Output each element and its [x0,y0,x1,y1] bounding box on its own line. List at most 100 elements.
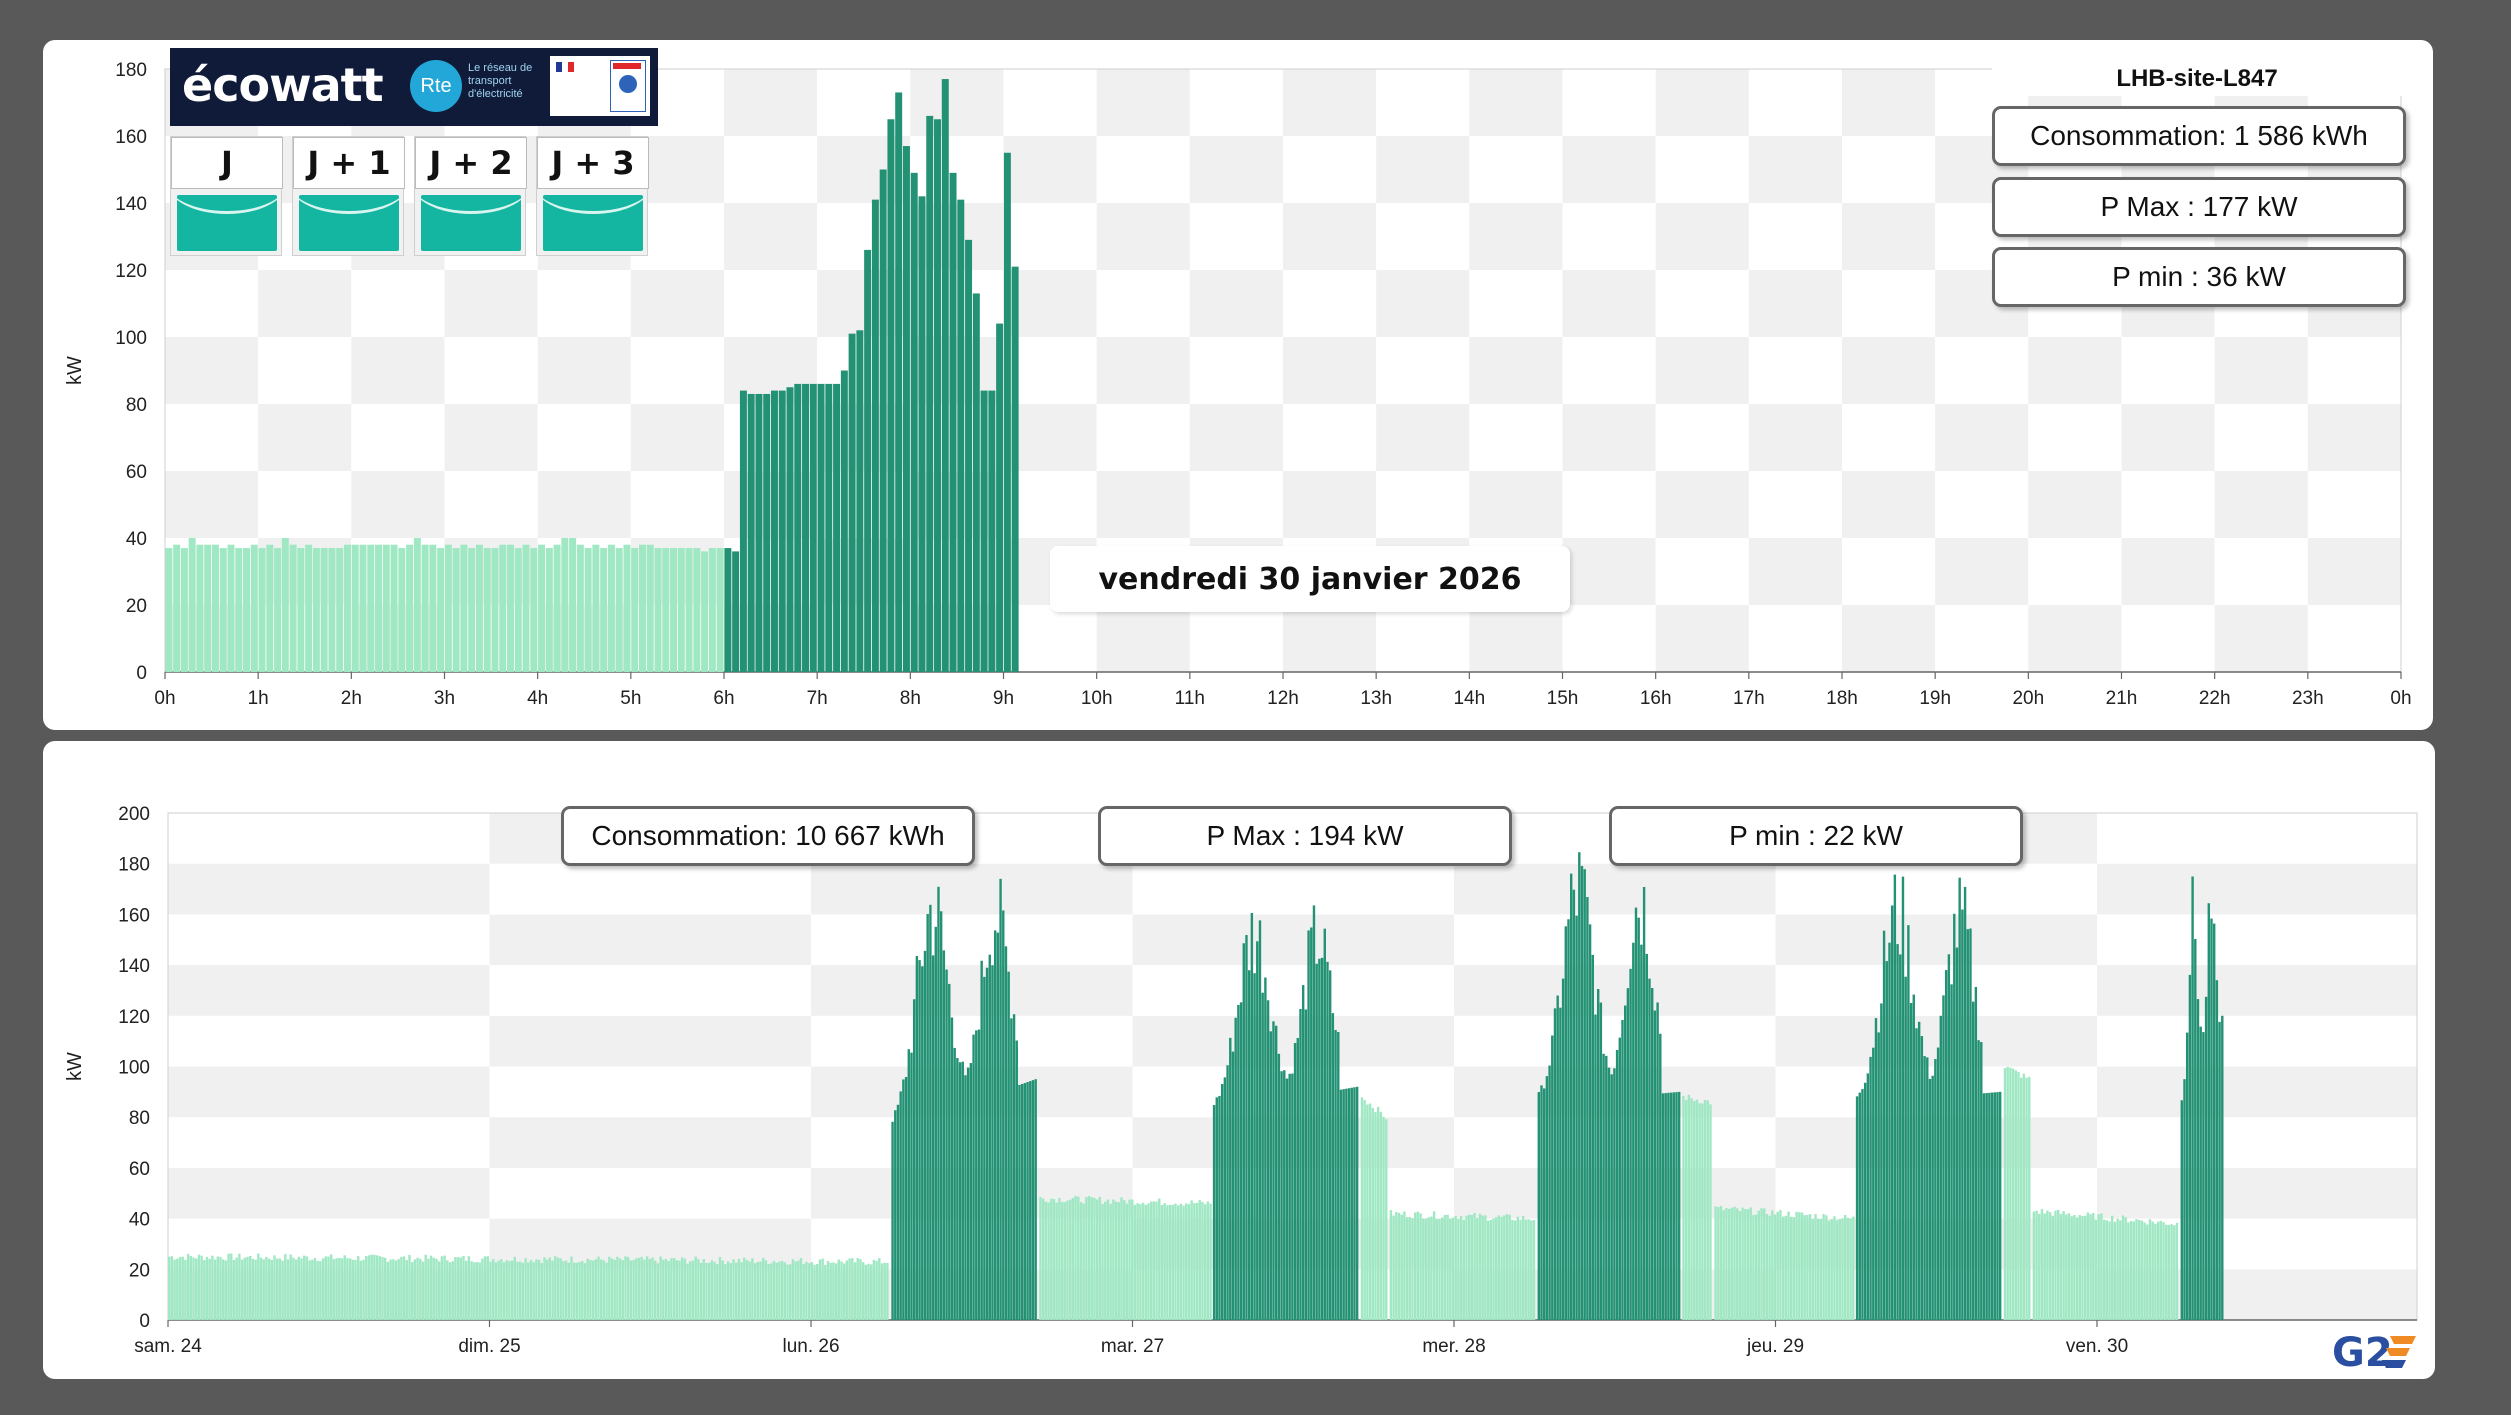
bar [475,544,483,672]
bar [1229,1037,1232,1320]
bar [1817,1218,1820,1320]
bar [1944,970,1948,1320]
bar [1672,1092,1675,1320]
grid-cell [489,1167,811,1219]
bar [791,1259,795,1320]
bar [926,914,929,1320]
bar [895,92,903,672]
bar [2183,1079,2186,1320]
bar [328,548,336,672]
bar [1904,976,1907,1320]
bar [747,393,755,672]
bar [1400,1214,1403,1320]
bar [1653,1010,1657,1320]
bar [1958,877,1961,1320]
bar [931,955,935,1320]
bar [1701,1103,1704,1320]
bar [308,1260,311,1320]
grid-cell [817,538,911,605]
bar [1206,1201,1210,1320]
bar [1784,1215,1788,1320]
bar [1915,1028,1918,1320]
ecowatt-day-j2: J + 2 [414,136,527,256]
bar [384,1257,387,1320]
y-axis-label: kW [64,356,86,385]
bar [1730,1207,1734,1320]
bar [573,1262,576,1320]
bar [794,383,802,672]
bar [1640,944,1643,1320]
bar [879,169,887,672]
grid-cell [817,69,911,136]
bar [1090,1197,1093,1320]
bar [1917,1021,1921,1320]
bar [473,1262,476,1320]
grid-cell [724,203,818,270]
bar [222,1259,225,1320]
bar [1936,1047,1940,1320]
bar [1985,1093,1988,1320]
bar [1190,1200,1193,1320]
bar [910,1052,913,1320]
grid-cell [1562,337,1656,404]
bar [805,1261,808,1320]
grid-cell [2214,605,2308,672]
bar [993,930,997,1320]
bar [492,1258,495,1320]
grid-cell [489,914,811,966]
bar [1328,970,1332,1320]
bar [227,1253,230,1320]
x-tick-label: lun. 26 [782,1336,839,1357]
bar [2073,1215,2076,1320]
bar [942,950,946,1320]
y-tick-label: 140 [115,194,147,215]
grid-cell [168,813,490,864]
grid-cell [2121,605,2215,672]
bar [902,146,910,673]
bar [999,878,1002,1320]
bar [748,1261,751,1320]
bar [802,1264,805,1320]
bar [1101,1203,1104,1320]
bar [192,1257,195,1320]
bar [1060,1202,1064,1320]
grid-cell [1096,69,1190,136]
bar [896,1104,900,1320]
bar [1757,1210,1761,1320]
grid-cell [537,471,631,538]
bar [834,1263,838,1320]
bar [510,1260,514,1320]
bar [1722,1210,1725,1320]
bar [783,1262,786,1320]
bar [2100,1213,2103,1320]
bar [2159,1220,2162,1320]
grid-cell [1469,337,1563,404]
bar [864,1264,867,1320]
bar [2014,1070,2017,1320]
bar [359,1260,363,1320]
bar [419,1258,422,1320]
x-tick-label: 8h [900,688,921,709]
grid-cell [817,471,911,538]
bar [1500,1216,1503,1320]
bar [2081,1215,2084,1320]
x-tick-label: dim. 25 [458,1336,520,1357]
grid-cell [2214,471,2308,538]
bar [456,1257,460,1320]
bar [2210,918,2213,1320]
ecowatt-widget: écowatt Rte Le réseau de transport d'éle… [170,48,658,260]
bar [1457,1219,1460,1320]
bar [313,1258,317,1320]
bar [740,1262,743,1320]
bar [1926,1057,1929,1320]
bar [686,1263,689,1320]
bar [1569,873,1573,1320]
grid-cell [1096,270,1190,337]
grid-cell [1935,538,2029,605]
bar [1852,1216,1855,1320]
bar [1795,1211,1798,1320]
grid-cell [910,471,1004,538]
bar [390,544,398,672]
bar [1572,889,1576,1320]
bar [638,544,646,672]
